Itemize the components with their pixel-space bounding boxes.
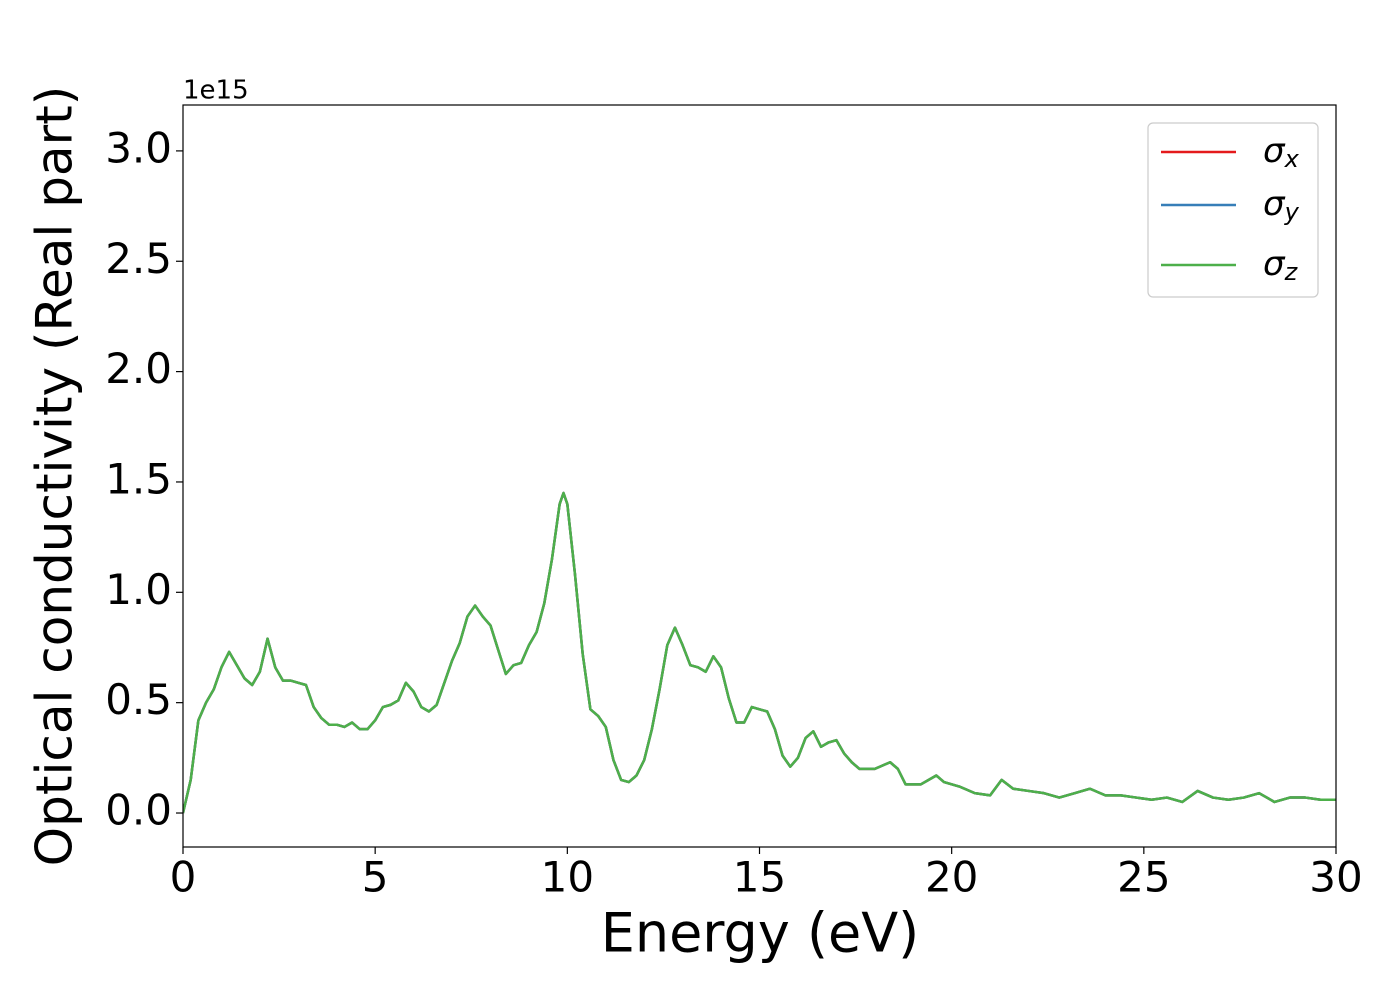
y-tick-label: 2.5 xyxy=(105,234,172,283)
x-tick-label: 15 xyxy=(733,853,786,902)
x-tick-label: 20 xyxy=(925,853,978,902)
y-tick-label: 0.0 xyxy=(105,786,172,835)
y-tick-label: 1.0 xyxy=(105,565,172,614)
x-tick-label: 5 xyxy=(362,853,389,902)
legend-box xyxy=(1147,122,1319,298)
y-tick-label: 3.0 xyxy=(105,123,172,172)
y-tick-label: 1.5 xyxy=(105,454,172,503)
legend-label: σz xyxy=(1263,244,1299,287)
x-tick-label: 25 xyxy=(1117,853,1170,902)
legend-label: σy xyxy=(1263,184,1300,227)
series-line xyxy=(183,491,1336,814)
x-tick-label: 0 xyxy=(170,853,197,902)
y-tick-label: 0.5 xyxy=(105,675,172,724)
legend-label: σx xyxy=(1263,131,1300,174)
x-tick-label: 10 xyxy=(541,853,594,902)
y-axis-label: Optical conductivity (Real part) xyxy=(26,86,84,867)
y-tick-label: 2.0 xyxy=(105,344,172,393)
x-tick-label: 30 xyxy=(1309,853,1362,902)
y-offset-label: 1e15 xyxy=(183,76,249,106)
x-axis-label: Energy (eV) xyxy=(601,902,920,965)
plot-frame xyxy=(182,104,1337,848)
